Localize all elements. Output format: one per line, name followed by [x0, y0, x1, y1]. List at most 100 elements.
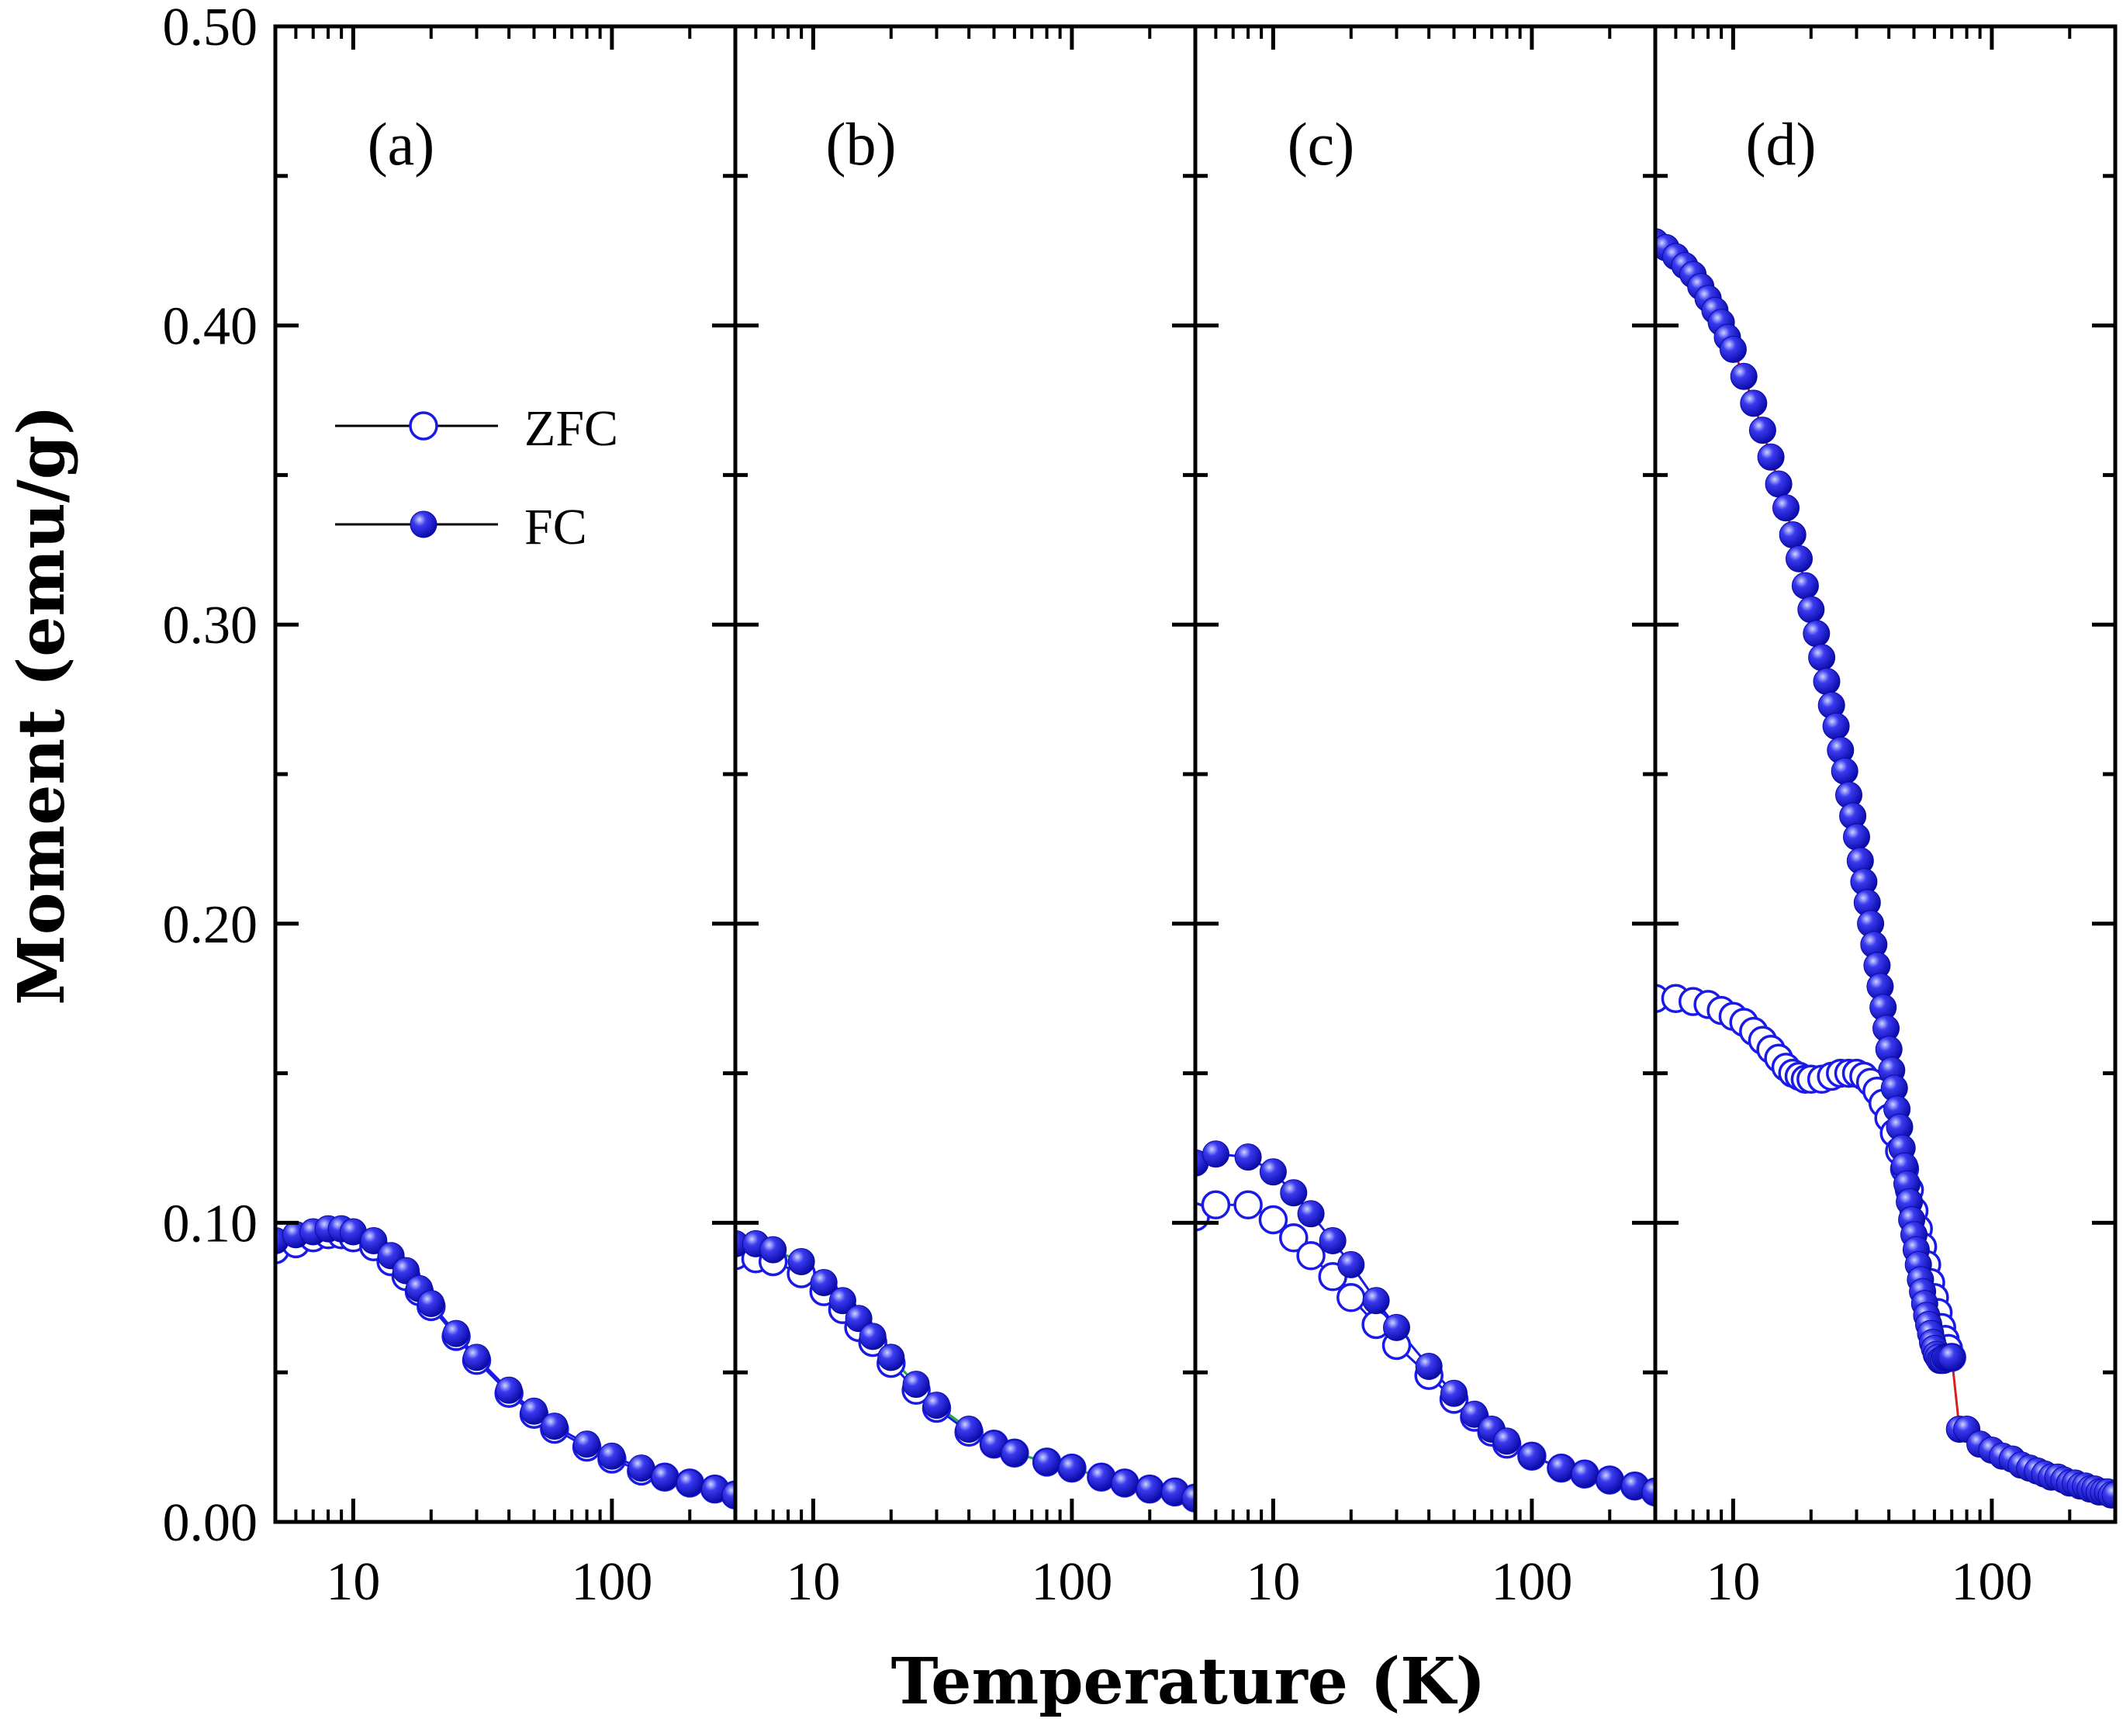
data-point-fc [1518, 1442, 1546, 1470]
data-point-fc [759, 1236, 787, 1264]
y-tick-label: 0.40 [163, 297, 258, 357]
data-point-fc [1765, 470, 1793, 498]
legend: ZFC FC [335, 400, 618, 555]
y-tick-label: 0.00 [163, 1493, 258, 1553]
series-line-zfc-3 [1195, 1203, 1655, 1493]
series-line-fc-1 [275, 1227, 735, 1496]
data-point-fc [1547, 1454, 1575, 1482]
data-point-fc [828, 1287, 856, 1315]
data-point-zfc [1233, 1190, 1263, 1220]
data-point-fc [417, 1290, 445, 1317]
data-point-fc [787, 1248, 815, 1275]
data-point-fc [859, 1323, 887, 1350]
x-axis-title: Temperature (K) [891, 1644, 1486, 1719]
data-point-fc [1383, 1313, 1410, 1341]
data-point-fc [1234, 1143, 1262, 1171]
x-tick-label: 100 [1491, 1552, 1572, 1612]
data-point-fc [1730, 362, 1758, 390]
data-point-fc [495, 1376, 523, 1404]
data-point-fc [1259, 1158, 1287, 1186]
series-line-fc-3 [1195, 1153, 1655, 1493]
legend-zfc-label: ZFC [524, 400, 618, 457]
data-point-fc [955, 1416, 983, 1443]
data-point-fc [573, 1430, 601, 1458]
data-point-fc [1058, 1454, 1086, 1482]
data-point-fc [1337, 1250, 1365, 1278]
data-point-fc [1831, 757, 1858, 785]
series-line-zfc-2 [735, 1254, 1195, 1499]
data-point-fc [1719, 335, 1747, 363]
data-point-fc [1571, 1460, 1599, 1488]
data-point-fc [442, 1319, 470, 1347]
data-point-fc [1001, 1439, 1029, 1467]
data-point-fc [1757, 443, 1785, 471]
data-point-fc [1111, 1469, 1139, 1497]
data-point-fc [598, 1442, 626, 1470]
y-tick-label: 0.10 [163, 1194, 258, 1254]
data-point-fc [1297, 1200, 1325, 1228]
panel-label: (b) [826, 110, 897, 178]
data-point-fc [1808, 644, 1836, 672]
data-point-fc [1596, 1466, 1623, 1494]
data-point-fc [1772, 494, 1800, 522]
panel-d: (d) [1655, 110, 2115, 1509]
data-point-fc [628, 1454, 655, 1482]
data-point-fc [1440, 1379, 1468, 1407]
data-point-fc [1748, 417, 1776, 444]
data-point-fc [721, 1481, 735, 1509]
data-point-fc [1136, 1475, 1164, 1503]
data-point-zfc [1258, 1205, 1288, 1235]
data-point-zfc [1296, 1241, 1326, 1271]
legend-zfc-marker [409, 411, 438, 441]
data-point-fc [676, 1469, 704, 1497]
data-point-fc [2101, 1481, 2115, 1509]
data-point-fc [1280, 1179, 1308, 1207]
data-point-fc [1786, 545, 1813, 572]
y-axis-title: Moment (emu/g) [5, 405, 79, 1005]
x-tick-label: 10 [786, 1552, 840, 1612]
data-point-fc [1033, 1448, 1061, 1476]
x-tick-label: 100 [571, 1552, 652, 1612]
data-point-fc [1779, 521, 1807, 548]
x-tick-label: 10 [1246, 1552, 1300, 1612]
panel-label: (a) [368, 110, 435, 178]
data-point-fc [1938, 1343, 1966, 1371]
data-point-fc [1493, 1427, 1521, 1455]
data-point-fc [1803, 620, 1831, 648]
data-point-fc [810, 1269, 838, 1296]
y-tick-label: 0.20 [163, 895, 258, 955]
data-point-fc [877, 1343, 905, 1371]
data-point-fc [1740, 389, 1768, 417]
x-tick-label: 100 [1031, 1552, 1112, 1612]
data-point-fc [1461, 1400, 1489, 1428]
data-point-fc [541, 1413, 569, 1440]
data-point-fc [923, 1392, 950, 1420]
data-point-zfc [1201, 1190, 1231, 1220]
data-point-fc [463, 1343, 490, 1371]
data-point-fc [1362, 1287, 1390, 1315]
x-tick-label: 10 [1706, 1552, 1760, 1612]
data-point-fc [1087, 1463, 1115, 1491]
data-point-fc [1822, 712, 1850, 740]
y-tick-label: 0.50 [163, 0, 258, 57]
panel-c: (c) [1195, 110, 1655, 1507]
data-point-fc [1813, 668, 1841, 695]
y-tick-label: 0.30 [163, 596, 258, 655]
data-point-zfc [1279, 1222, 1309, 1253]
legend-fc-label: FC [524, 499, 587, 555]
panel-b: (b) [735, 110, 1195, 1513]
legend-fc-marker [410, 510, 437, 538]
data-point-fc [520, 1397, 548, 1425]
data-point-fc [1202, 1140, 1229, 1168]
axes-frame: 0.00 0.10 0.20 0.30 0.40 0.50 10 100 10 100 10 100 1… [163, 0, 2118, 1612]
panel-a: (a) [275, 110, 735, 1510]
data-point-fc [651, 1463, 679, 1491]
data-point-fc [360, 1227, 388, 1254]
data-point-fc [1415, 1353, 1443, 1380]
panel-label: (d) [1746, 110, 1817, 178]
data-point-fc [1319, 1227, 1347, 1254]
series-line-zfc-1 [275, 1233, 735, 1496]
data-point-fc [1843, 823, 1870, 851]
series-line-fc-4 [1655, 240, 2115, 1496]
